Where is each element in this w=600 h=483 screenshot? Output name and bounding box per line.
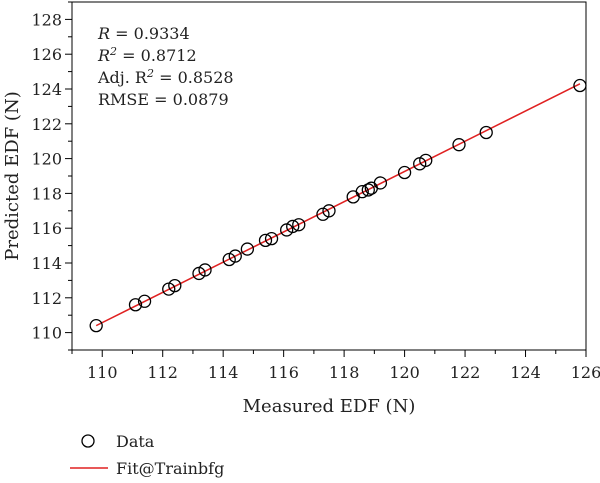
data-point	[228, 249, 242, 263]
data-point	[419, 153, 433, 167]
data-point	[89, 318, 103, 333]
legend-fit-label: Fit@Trainbfg	[116, 459, 224, 478]
x-tick-label: 114	[208, 363, 239, 382]
data-points	[89, 78, 587, 333]
y-tick-label: 120	[31, 150, 62, 169]
data-point	[292, 218, 306, 232]
data-point	[264, 231, 279, 246]
x-tick-label: 116	[268, 363, 299, 382]
x-tick-label: 120	[389, 363, 420, 382]
y-tick-label: 112	[31, 289, 62, 308]
data-point	[258, 233, 273, 248]
data-point	[286, 219, 300, 234]
y-tick-label: 124	[31, 80, 62, 99]
data-point	[137, 294, 152, 308]
stat-rmse: RMSE = 0.0879	[98, 90, 229, 109]
data-point	[355, 185, 369, 199]
y-tick-label: 122	[31, 115, 62, 134]
stat-r: R = 0.9334	[97, 24, 190, 43]
y-tick-label: 128	[31, 10, 62, 29]
data-point	[452, 138, 466, 152]
y-axis: 110 112 114 116 118 120 122 124 126 128	[31, 1, 72, 351]
data-point	[128, 298, 143, 312]
legend: Data Fit@Trainbfg	[70, 432, 224, 478]
stat-r2: R2 = 0.8712	[97, 40, 197, 65]
stats-box: R = 0.9334 R2 = 0.8712 Adj. R2 = 0.8528 …	[97, 24, 234, 109]
data-point	[322, 204, 336, 218]
legend-data-label: Data	[116, 432, 155, 451]
legend-data-marker	[81, 434, 95, 448]
y-tick-label: 116	[31, 219, 62, 238]
data-point	[573, 78, 587, 93]
x-axis-title: Measured EDF (N)	[243, 396, 416, 417]
x-tick-label: 124	[510, 363, 541, 382]
data-point	[397, 165, 412, 180]
y-tick-label: 126	[31, 45, 62, 64]
fit-line	[95, 83, 581, 327]
x-tick-label: 126	[571, 363, 600, 382]
x-tick-label: 112	[147, 363, 178, 382]
y-tick-label: 114	[31, 254, 62, 273]
data-point	[479, 125, 493, 140]
x-tick-label: 118	[329, 363, 360, 382]
stat-adj-r2: Adj. R2 = 0.8528	[97, 62, 234, 87]
y-tick-label: 110	[31, 324, 62, 343]
data-point	[361, 183, 375, 197]
y-axis-title: Predicted EDF (N)	[2, 91, 23, 260]
x-tick-label: 122	[450, 363, 481, 382]
y-tick-label: 118	[31, 184, 62, 203]
x-tick-label: 110	[87, 363, 118, 382]
data-point	[240, 242, 255, 256]
data-point	[198, 263, 212, 277]
data-point	[168, 278, 182, 293]
data-point	[373, 176, 388, 190]
x-axis: 110 112 114 116 118 120 122 124 126	[71, 350, 600, 382]
